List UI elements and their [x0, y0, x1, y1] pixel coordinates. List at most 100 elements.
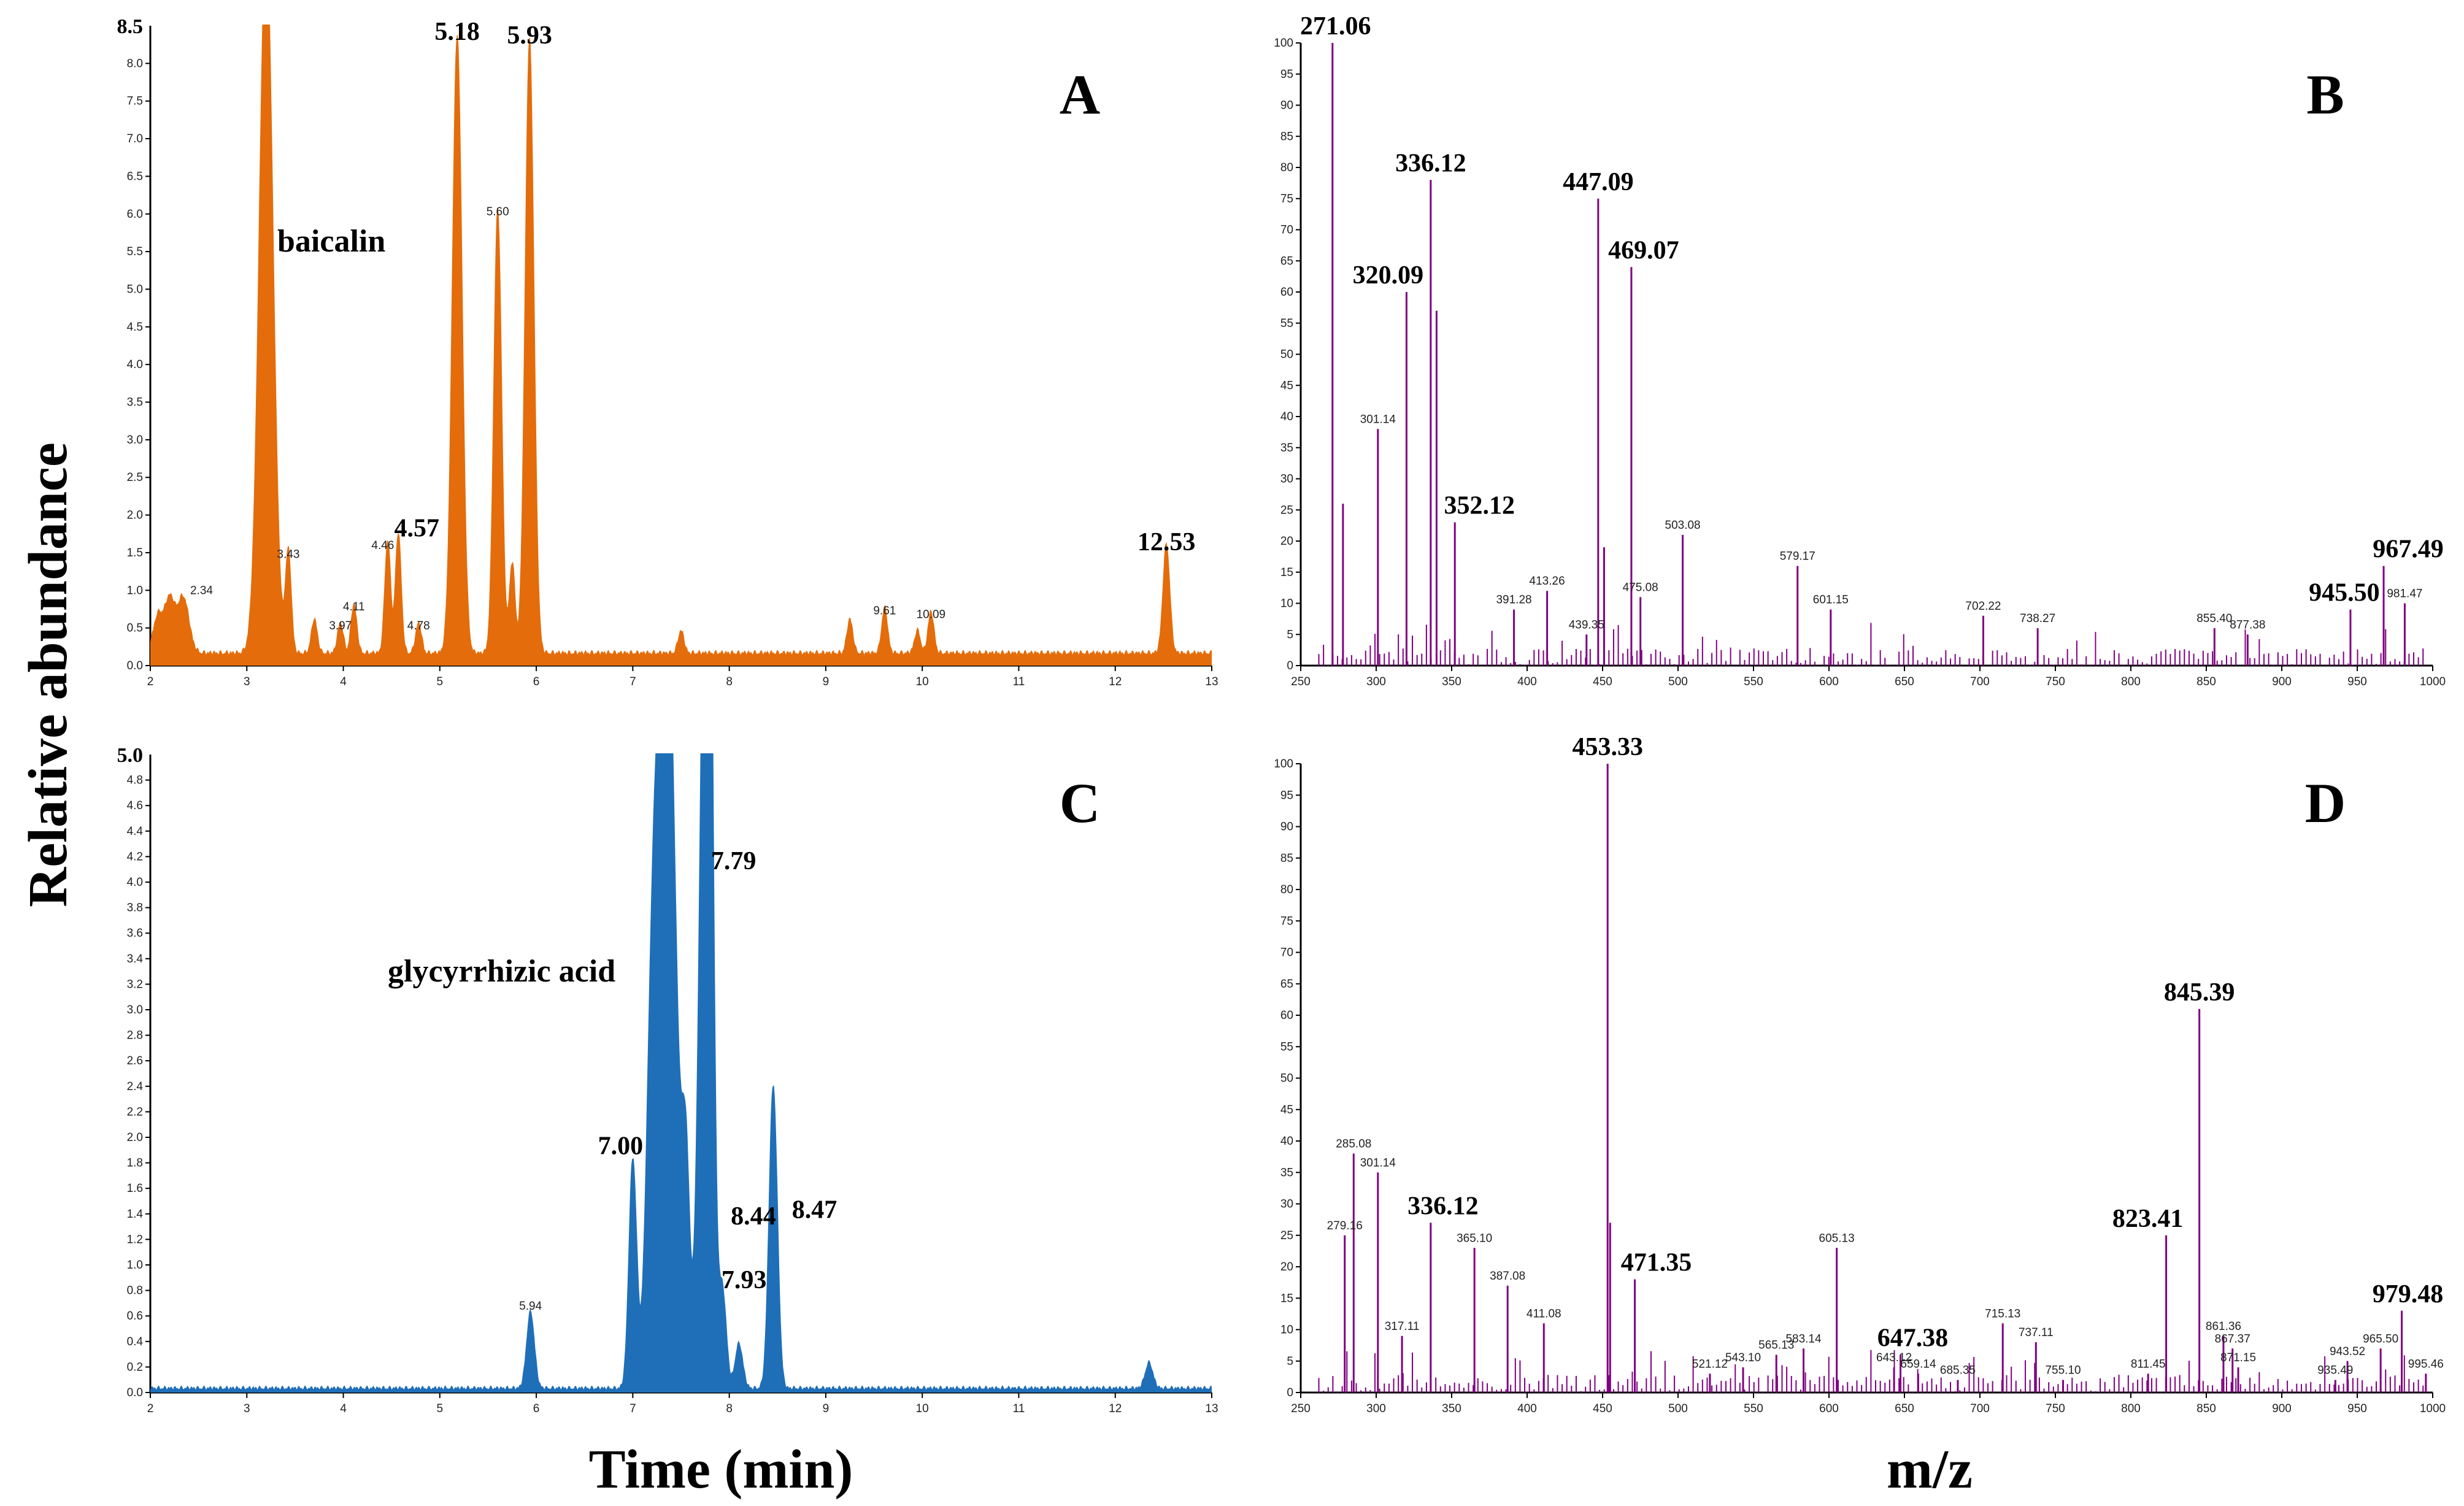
peak-label: 702.22	[1965, 600, 2001, 613]
y-tick-label: 4.0	[127, 876, 143, 889]
peak-label: 643.12	[1876, 1351, 1912, 1364]
panel-letter: B	[2306, 63, 2344, 126]
panel-A: 2 3 4 5 6 7 8 9 10 11 12 13 0.0 0.5 1.0 1.5 2.0 2.5 3.0 3.5…	[117, 15, 1219, 688]
x-tick-label: 12	[1109, 675, 1122, 688]
y-tick-label: 4.6	[127, 799, 143, 812]
y-tick-label: 90	[1280, 99, 1293, 112]
x-tick-label: 3	[244, 1402, 250, 1415]
x-tick-label: 13	[1205, 1402, 1218, 1415]
chromatogram-trace	[150, 25, 1212, 666]
y-tick-label: 15	[1280, 1292, 1293, 1305]
y-tick-label: 2.0	[127, 1131, 143, 1144]
y-tick-label: 65	[1280, 978, 1293, 991]
x-tick-label: 600	[1819, 675, 1839, 688]
y-tick-label: 1.0	[127, 1259, 143, 1272]
y-tick-label: 0	[1287, 1386, 1293, 1399]
y-tick-label: 10	[1280, 1324, 1293, 1337]
x-axis-title-time: Time (min)	[589, 1439, 853, 1500]
peak-label: 471.35	[1621, 1249, 1692, 1277]
y-tick-label: 30	[1280, 1198, 1293, 1211]
x-tick-label: 400	[1517, 1402, 1537, 1415]
peak-label: 475.08	[1623, 581, 1658, 594]
y-tick-label: 60	[1280, 1009, 1293, 1022]
x-tick-label: 450	[1593, 1402, 1612, 1415]
peak-label: 935.49	[2317, 1364, 2353, 1377]
peak-label: 979.48	[2373, 1280, 2444, 1308]
peak-label: 453.33	[1572, 733, 1643, 761]
y-tick-label: 3.4	[127, 953, 144, 966]
y-tick-label: 2.8	[127, 1029, 143, 1042]
peak-label: 605.13	[1819, 1232, 1855, 1245]
peak-label: 755.10	[2045, 1364, 2081, 1377]
peak-label: 521.12	[1692, 1358, 1728, 1370]
peak-label: 2.34	[190, 585, 213, 597]
peak-label: 8.44	[731, 1202, 776, 1231]
x-tick-label: 450	[1593, 675, 1612, 688]
peak-label: 981.47	[2387, 588, 2422, 601]
peak-label: 301.14	[1360, 1156, 1396, 1169]
x-tick-label: 3	[244, 675, 250, 688]
peak-label: 12.53	[1138, 528, 1196, 556]
x-tick-label: 6	[533, 675, 540, 688]
y-tick-label: 35	[1280, 1166, 1293, 1179]
peak-label: 301.14	[1360, 413, 1396, 426]
peak-label: 8.47	[792, 1196, 837, 1224]
peak-label: 4.11	[343, 601, 365, 613]
peak-label: 336.12	[1407, 1192, 1479, 1220]
x-tick-label: 650	[1895, 1402, 1914, 1415]
x-tick-label: 6	[533, 1402, 540, 1415]
y-tick-label: 4.5	[127, 321, 143, 334]
y-tick-label: 70	[1280, 224, 1293, 237]
y-tick-label: 90	[1280, 821, 1293, 834]
y-tick-label: 7.5	[127, 95, 143, 108]
x-tick-label: 9	[823, 675, 830, 688]
y-tick-label: 2.0	[127, 509, 143, 522]
y-tick-label: 0.5	[127, 622, 143, 635]
x-tick-label: 8	[726, 1402, 733, 1415]
plot-area	[150, 753, 1212, 1393]
x-tick-label: 12	[1109, 1402, 1122, 1415]
x-tick-label: 800	[2121, 675, 2141, 688]
y-tick-label: 5.5	[127, 245, 143, 258]
y-tick-label: 1.4	[127, 1208, 144, 1221]
peak-label: 565.13	[1758, 1339, 1794, 1352]
y-tick-label: 70	[1280, 947, 1293, 959]
peak-label: 3.97	[329, 620, 352, 632]
y-tick-label: 95	[1280, 789, 1293, 802]
peak-label: 845.39	[2164, 978, 2235, 1007]
x-tick-label: 850	[2196, 675, 2216, 688]
peak-label: 861.36	[2206, 1320, 2241, 1333]
x-tick-label: 700	[1970, 675, 1990, 688]
x-tick-label: 350	[1442, 675, 1461, 688]
y-tick-label: 40	[1280, 410, 1293, 423]
y-tick-label: 3.0	[127, 1004, 143, 1016]
peak-label: 439.35	[1569, 618, 1604, 631]
x-tick-label: 250	[1291, 675, 1311, 688]
y-tick-label: 45	[1280, 1104, 1293, 1116]
x-tick-label: 650	[1895, 675, 1914, 688]
x-tick-label: 900	[2272, 675, 2292, 688]
peak-label: 823.41	[2112, 1205, 2184, 1233]
compound-label: baicalin	[277, 224, 385, 259]
panel-D: 250 300 350 400 450 500 550 600 650 700 750 800 850 9…	[1274, 733, 2446, 1415]
y-tick-label: 75	[1280, 915, 1293, 928]
peak-label: 447.09	[1563, 168, 1634, 196]
x-tick-label: 4	[340, 675, 347, 688]
peak-label: 7.00	[598, 1132, 644, 1161]
y-tick-label: 65	[1280, 255, 1293, 267]
x-tick-label: 800	[2121, 1402, 2141, 1415]
peak-label: 867.37	[2215, 1332, 2250, 1345]
y-tick-label: 85	[1280, 852, 1293, 865]
y-tick-label: 2.5	[127, 471, 143, 484]
y-tick-label: 0.0	[127, 659, 143, 672]
panel-letter: A	[1060, 63, 1100, 126]
x-tick-label: 500	[1668, 675, 1688, 688]
y-tick-label: 55	[1280, 1040, 1293, 1053]
y-tick-label: 40	[1280, 1135, 1293, 1148]
peak-label: 877.38	[2230, 618, 2265, 631]
peak-label: 647.38	[1877, 1324, 1949, 1353]
x-tick-label: 5	[437, 675, 444, 688]
y-tick-label: 3.5	[127, 396, 143, 409]
peak-label: 411.08	[1527, 1307, 1561, 1320]
peak-label: 387.08	[1490, 1270, 1525, 1283]
